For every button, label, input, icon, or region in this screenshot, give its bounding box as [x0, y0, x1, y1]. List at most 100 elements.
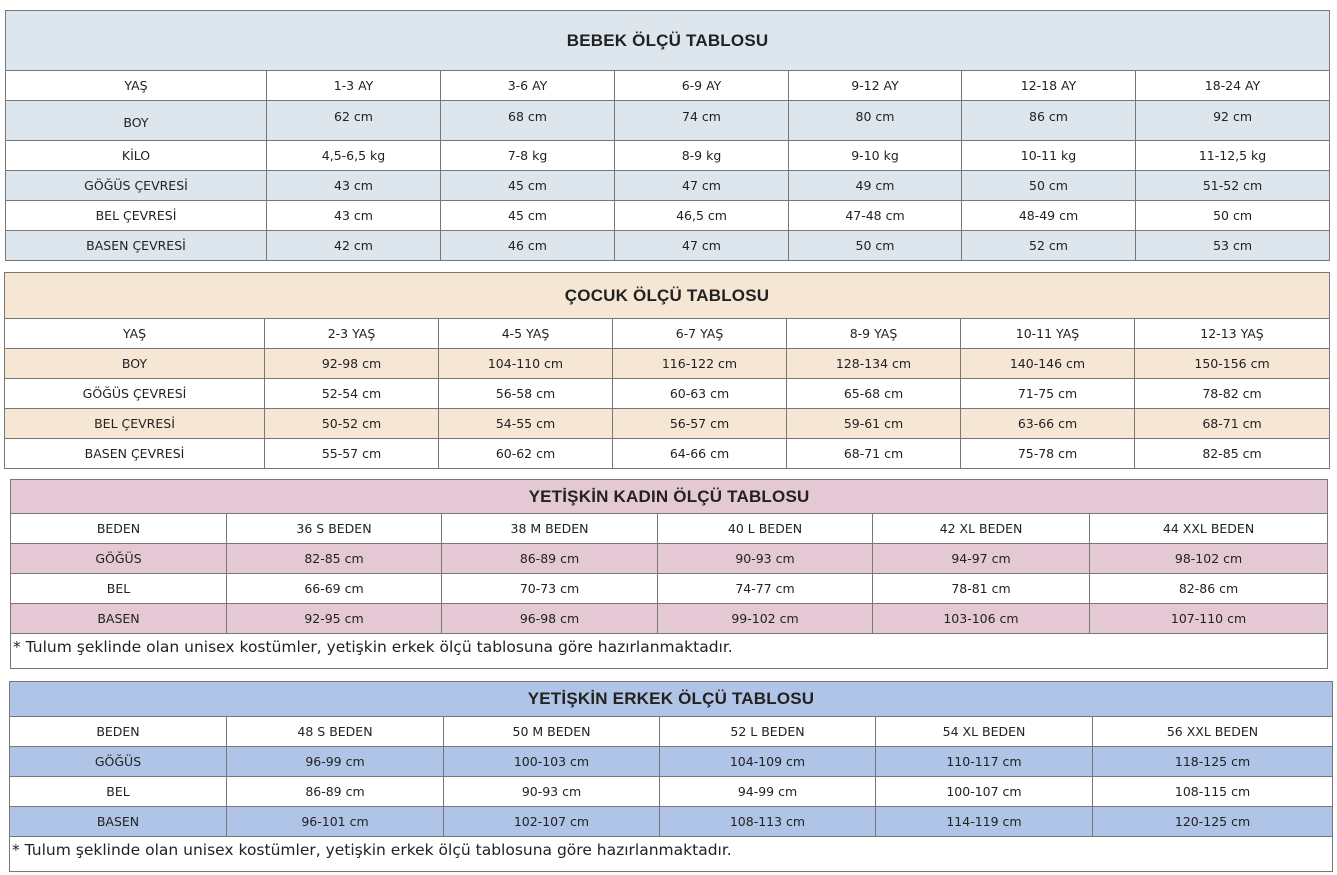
table-cell: 4-5 YAŞ	[438, 318, 613, 349]
table-cell: 50 cm	[961, 170, 1136, 201]
row-label: YAŞ	[4, 318, 265, 349]
table-cell: 42 XL BEDEN	[872, 513, 1090, 544]
table-cell: 70-73 cm	[441, 573, 658, 604]
table-row: YAŞ 2-3 YAŞ 4-5 YAŞ 6-7 YAŞ 8-9 YAŞ 10-11 YAŞ…	[4, 318, 1331, 349]
table-cell: 99-102 cm	[657, 603, 873, 634]
table-row: BASEN 92-95 cm 96-98 cm 99-102 cm 103-106 cm…	[10, 603, 1329, 634]
table-cell: 47 cm	[614, 170, 789, 201]
row-label: BEL	[10, 573, 227, 604]
table-cell: 45 cm	[440, 170, 615, 201]
table-cell: 60-62 cm	[438, 438, 613, 469]
table-cell: 65-68 cm	[786, 378, 961, 409]
row-label: BOY	[5, 100, 267, 141]
table-title: YETİŞKİN ERKEK ÖLÇÜ TABLOSU	[8, 681, 1334, 717]
table-cell: 52-54 cm	[264, 378, 439, 409]
table-note: * Tulum şeklinde olan unisex kostümler, …	[8, 836, 1334, 872]
table-row: GÖĞÜS ÇEVRESİ 52-54 cm 56-58 cm 60-63 cm 65-…	[4, 378, 1331, 409]
table-cell: 100-103 cm	[443, 746, 660, 777]
table-cell: 82-85 cm	[226, 543, 442, 574]
table-cell: 46,5 cm	[614, 200, 789, 231]
table-cell: 18-24 AY	[1134, 70, 1331, 101]
table-cell: 68-71 cm	[786, 438, 961, 469]
table-row: GÖĞÜS ÇEVRESİ 43 cm 45 cm 47 cm 49 cm 50 cm 51…	[5, 170, 1331, 201]
table-cell: 110-117 cm	[875, 746, 1093, 777]
table-note: * Tulum şeklinde olan unisex kostümler, …	[9, 633, 1329, 669]
table-cell: 3-6 AY	[440, 70, 615, 101]
row-label: BASEN ÇEVRESİ	[5, 230, 267, 261]
table-cell: 10-11 kg	[961, 140, 1136, 171]
table-row: GÖĞÜS 82-85 cm 86-89 cm 90-93 cm 94-97 cm 98-…	[10, 543, 1329, 574]
table-cell: 103-106 cm	[872, 603, 1090, 634]
table-cell: 9-10 kg	[788, 140, 962, 171]
table-cell: 86 cm	[961, 100, 1136, 141]
row-label: GÖĞÜS ÇEVRESİ	[4, 378, 265, 409]
table-cell: 55-57 cm	[264, 438, 439, 469]
table-row: BASEN ÇEVRESİ 42 cm 46 cm 47 cm 50 cm 52 cm 53…	[5, 230, 1331, 261]
table-row: GÖĞÜS 96-99 cm 100-103 cm 104-109 cm 110-117…	[9, 746, 1334, 777]
table-cell: 50 cm	[1134, 200, 1331, 231]
table-cell: 82-85 cm	[1133, 438, 1331, 469]
table-cell: 7-8 kg	[440, 140, 615, 171]
table-cell: 128-134 cm	[786, 348, 961, 379]
table-title: ÇOCUK ÖLÇÜ TABLOSU	[3, 272, 1331, 319]
table-row: KİLO 4,5-6,5 kg 7-8 kg 8-9 kg 9-10 kg 10-11 k…	[5, 140, 1331, 171]
table-cell: 62 cm	[266, 100, 441, 141]
table-cell: 48-49 cm	[961, 200, 1136, 231]
row-label: GÖĞÜS ÇEVRESİ	[5, 170, 267, 201]
table-cell: 98-102 cm	[1088, 543, 1329, 574]
cocuk-size-table: ÇOCUK ÖLÇÜ TABLOSU YAŞ 2-3 YAŞ 4-5 YAŞ 6-7 Y…	[3, 272, 1331, 469]
row-label: YAŞ	[5, 70, 267, 101]
table-cell: 43 cm	[266, 170, 441, 201]
table-cell: 50-52 cm	[264, 408, 439, 439]
table-cell: 54-55 cm	[438, 408, 613, 439]
bebek-size-table: BEBEK ÖLÇÜ TABLOSU YAŞ 1-3 AY 3-6 AY 6-9 AY 9…	[4, 10, 1331, 261]
table-row: BEDEN 48 S BEDEN 50 M BEDEN 52 L BEDEN 54 XL…	[9, 716, 1334, 747]
table-cell: 118-125 cm	[1091, 746, 1334, 777]
table-cell: 52 cm	[961, 230, 1136, 261]
table-cell: 51-52 cm	[1134, 170, 1331, 201]
table-cell: 6-9 AY	[614, 70, 789, 101]
table-cell: 4,5-6,5 kg	[266, 140, 441, 171]
table-row: BOY 62 cm 68 cm 74 cm 80 cm 86 cm 92 cm	[5, 100, 1331, 141]
table-cell: 47-48 cm	[788, 200, 962, 231]
row-label: BEL	[9, 776, 227, 807]
table-cell: 45 cm	[440, 200, 615, 231]
table-row: BOY 92-98 cm 104-110 cm 116-122 cm 128-134 c…	[4, 348, 1331, 379]
table-cell: 104-110 cm	[438, 348, 613, 379]
table-cell: 8-9 kg	[614, 140, 789, 171]
table-cell: 2-3 YAŞ	[264, 318, 439, 349]
table-row: BEL 86-89 cm 90-93 cm 94-99 cm 100-107 cm 108…	[9, 776, 1334, 807]
table-row: BASEN ÇEVRESİ 55-57 cm 60-62 cm 64-66 cm 68-…	[4, 438, 1331, 469]
row-label: GÖĞÜS	[10, 543, 227, 574]
table-cell: 75-78 cm	[960, 438, 1135, 469]
table-cell: 47 cm	[614, 230, 789, 261]
table-cell: 42 cm	[266, 230, 441, 261]
table-cell: 48 S BEDEN	[226, 716, 444, 747]
table-cell: 49 cm	[788, 170, 962, 201]
table-cell: 140-146 cm	[960, 348, 1135, 379]
table-cell: 104-109 cm	[659, 746, 876, 777]
row-label: BASEN	[10, 603, 227, 634]
table-cell: 59-61 cm	[786, 408, 961, 439]
table-cell: 150-156 cm	[1133, 348, 1331, 379]
table-cell: 36 S BEDEN	[226, 513, 442, 544]
table-cell: 43 cm	[266, 200, 441, 231]
table-cell: 114-119 cm	[875, 806, 1093, 837]
table-cell: 94-97 cm	[872, 543, 1090, 574]
row-label: BEL ÇEVRESİ	[5, 200, 267, 231]
table-cell: 92-95 cm	[226, 603, 442, 634]
table-cell: 74-77 cm	[657, 573, 873, 604]
table-cell: 92 cm	[1134, 100, 1331, 141]
table-cell: 96-101 cm	[226, 806, 444, 837]
row-label: GÖĞÜS	[9, 746, 227, 777]
table-cell: 92-98 cm	[264, 348, 439, 379]
table-cell: 86-89 cm	[441, 543, 658, 574]
table-cell: 66-69 cm	[226, 573, 442, 604]
table-title: YETİŞKİN KADIN ÖLÇÜ TABLOSU	[9, 479, 1329, 514]
table-cell: 11-12,5 kg	[1134, 140, 1331, 171]
table-cell: 96-98 cm	[441, 603, 658, 634]
table-cell: 64-66 cm	[612, 438, 787, 469]
table-cell: 94-99 cm	[659, 776, 876, 807]
table-row: YAŞ 1-3 AY 3-6 AY 6-9 AY 9-12 AY 12-18 AY 18-2…	[5, 70, 1331, 101]
table-cell: 56-58 cm	[438, 378, 613, 409]
